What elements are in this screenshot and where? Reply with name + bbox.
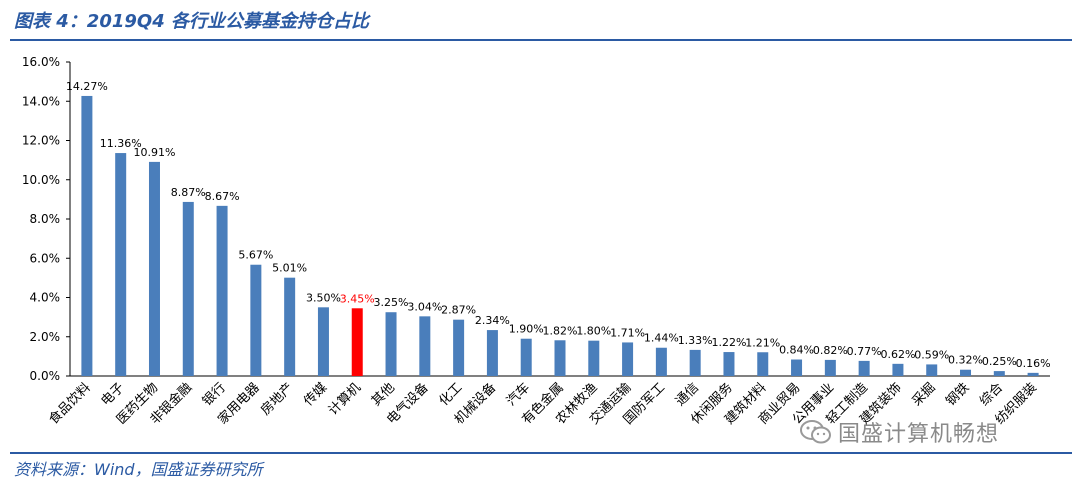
- data-label: 10.91%: [134, 146, 176, 159]
- bar: [723, 352, 735, 376]
- bar: [284, 277, 296, 376]
- data-label: 1.44%: [644, 332, 679, 345]
- title-rule: [10, 39, 1072, 41]
- data-label: 1.33%: [678, 334, 713, 347]
- data-label: 0.62%: [880, 348, 915, 361]
- bar: [993, 371, 1005, 376]
- bar: [148, 161, 160, 376]
- data-label: 3.50%: [306, 291, 341, 304]
- data-label: 0.82%: [813, 344, 848, 357]
- data-label: 0.59%: [914, 348, 949, 361]
- y-tick-label: 14.0%: [22, 94, 60, 108]
- bar: [892, 363, 904, 376]
- data-label: 0.32%: [948, 354, 983, 367]
- bar: [520, 338, 532, 376]
- category-label: 电子: [99, 380, 128, 409]
- data-label: 1.22%: [711, 336, 746, 349]
- bar: [824, 359, 836, 376]
- bar: [926, 364, 938, 376]
- bar: [622, 342, 634, 376]
- source-rule: [10, 452, 1072, 454]
- data-label: 0.77%: [847, 345, 882, 358]
- y-tick-label: 12.0%: [22, 134, 60, 148]
- category-label: 银行: [200, 380, 229, 409]
- y-tick-label: 0.0%: [30, 369, 61, 383]
- data-label: 11.36%: [100, 137, 142, 150]
- category-label: 钢铁: [943, 380, 972, 409]
- bar: [385, 312, 397, 376]
- bar: [757, 352, 769, 376]
- category-label: 综合: [977, 380, 1006, 409]
- data-label: 1.80%: [576, 325, 611, 338]
- bar: [317, 307, 329, 376]
- data-label: 3.04%: [407, 300, 442, 313]
- bar: [419, 316, 431, 376]
- data-label: 8.87%: [171, 186, 206, 199]
- source-note: 资料来源：Wind，国盛证券研究所: [14, 460, 263, 479]
- y-tick-label: 16.0%: [22, 55, 60, 69]
- watermark: 国盛计算机畅想: [800, 414, 999, 450]
- y-tick-label: 8.0%: [30, 212, 61, 226]
- bar: [791, 359, 803, 376]
- data-label: 1.82%: [543, 324, 578, 337]
- data-label: 0.84%: [779, 344, 814, 357]
- category-label: 传媒: [301, 380, 330, 409]
- data-label: 3.45%: [340, 292, 375, 305]
- watermark-text: 国盛计算机畅想: [838, 422, 1000, 447]
- data-label: 2.34%: [475, 314, 510, 327]
- bar: [588, 340, 600, 376]
- y-tick-label: 2.0%: [30, 330, 61, 344]
- bar: [689, 349, 701, 376]
- bar: [351, 308, 363, 376]
- category-label: 化工: [436, 380, 465, 409]
- bar: [960, 369, 972, 376]
- y-tick-label: 4.0%: [30, 291, 61, 305]
- bar: [486, 330, 498, 376]
- bar: [453, 319, 465, 376]
- data-label: 2.87%: [441, 304, 476, 317]
- bar: [216, 205, 228, 376]
- data-label: 1.21%: [745, 336, 780, 349]
- data-label: 1.71%: [610, 326, 645, 339]
- chart-title: 图表 4：2019Q4 各行业公募基金持仓占比: [14, 11, 369, 32]
- wechat-icon: [800, 419, 832, 445]
- bar: [1027, 372, 1039, 376]
- bar: [250, 264, 262, 376]
- category-label: 通信: [673, 380, 702, 409]
- category-label: 计算机: [326, 380, 364, 418]
- y-tick-label: 10.0%: [22, 173, 60, 187]
- bar: [858, 360, 870, 376]
- y-tick-label: 6.0%: [30, 251, 61, 265]
- data-label: 5.01%: [272, 262, 307, 275]
- category-label: 采掘: [910, 380, 939, 409]
- category-label: 其他: [369, 380, 398, 409]
- data-label: 0.16%: [1016, 357, 1051, 370]
- category-label: 房地产: [258, 380, 297, 419]
- bar-chart: 0.0% 2.0% 4.0% 6.0% 8.0% 10.0% 12.0% 14.0% 16.0%…: [22, 55, 1051, 428]
- bar: [182, 201, 194, 376]
- data-label: 8.67%: [205, 190, 240, 203]
- data-label: 1.90%: [509, 323, 544, 336]
- data-label: 3.25%: [374, 296, 409, 309]
- data-label: 0.25%: [982, 355, 1017, 368]
- bar: [81, 95, 93, 377]
- bar: [115, 153, 127, 376]
- title-bar: 图表 4：2019Q4 各行业公募基金持仓占比: [0, 0, 1080, 40]
- category-label: 食品饮料: [46, 380, 94, 428]
- data-label: 5.67%: [238, 249, 273, 262]
- bar: [554, 340, 566, 376]
- category-label: 汽车: [503, 380, 533, 410]
- data-label: 14.27%: [66, 80, 108, 93]
- bar: [655, 347, 667, 376]
